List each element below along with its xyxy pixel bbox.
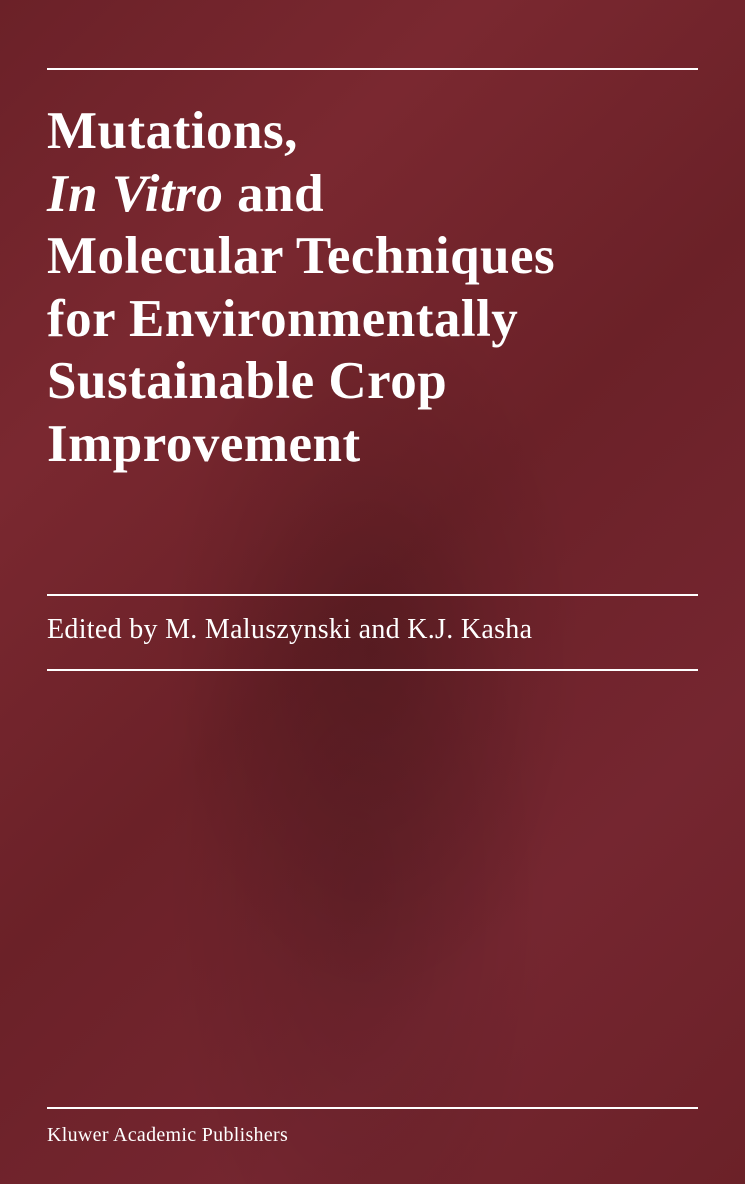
editors-text: Edited by M. Maluszynski and K.J. Kasha	[47, 614, 532, 645]
bottom-divider	[47, 1107, 698, 1109]
title-line-2-rest: and	[223, 165, 324, 223]
book-title: Mutations, In Vitro and Molecular Techni…	[47, 100, 685, 475]
mid-divider-top	[47, 594, 698, 596]
mid-divider-bottom	[47, 669, 698, 671]
title-block: Mutations, In Vitro and Molecular Techni…	[47, 100, 685, 475]
title-line-2-italic: In Vitro	[47, 165, 223, 223]
title-line-1: Mutations,	[47, 102, 298, 160]
editors-line: Edited by M. Maluszynski and K.J. Kasha	[47, 614, 698, 646]
top-divider	[47, 68, 698, 70]
title-line-3: Molecular Techniques	[47, 227, 555, 285]
title-line-5: Sustainable Crop	[47, 352, 447, 410]
publisher-text: Kluwer Academic Publishers	[47, 1124, 288, 1146]
publisher-line: Kluwer Academic Publishers	[47, 1124, 288, 1147]
title-line-6: Improvement	[47, 415, 361, 473]
title-line-4: for Environmentally	[47, 290, 518, 348]
book-cover: Mutations, In Vitro and Molecular Techni…	[0, 0, 745, 1184]
